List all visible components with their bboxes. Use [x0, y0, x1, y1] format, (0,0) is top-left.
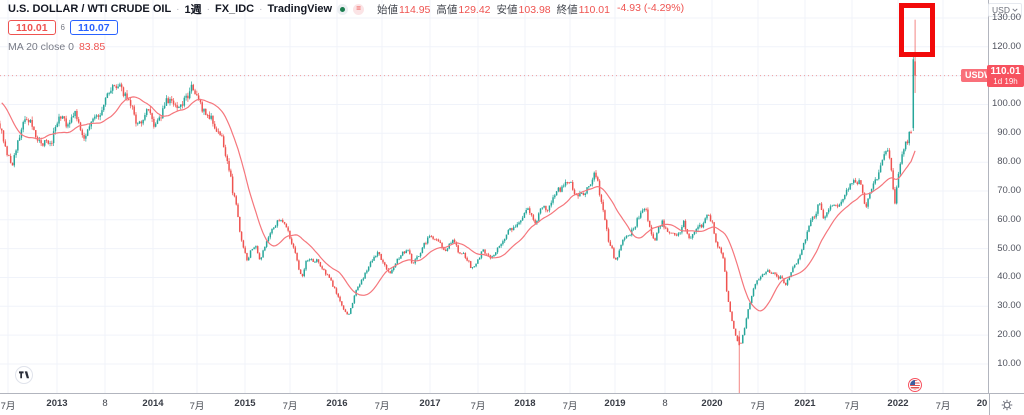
candlestick-chart [0, 0, 988, 393]
open-value: 114.95 [399, 3, 431, 16]
price-tick: 40.00 [997, 271, 1021, 282]
symbol-price-label: USDWTI [961, 69, 988, 82]
time-tick: 7月 [0, 401, 16, 412]
tv-logo-icon [18, 371, 29, 379]
price-axis[interactable]: USD 130.00 120.00 100.00 90.00 80.00 70.00 60.… [987, 0, 1024, 393]
time-tick: 2017 [419, 398, 441, 409]
time-tick: 7月 [189, 401, 205, 412]
chevron-down-icon [1012, 8, 1018, 12]
bid-button[interactable]: 110.01 [8, 20, 56, 35]
ohlc-readout: 始値114.95 高値129.42 安値103.98 終値110.01 -4.9… [377, 2, 684, 17]
gear-icon[interactable] [1001, 399, 1013, 411]
time-tick: 7月 [374, 401, 390, 412]
delayed-data-icon[interactable]: = [353, 3, 365, 15]
currency-label: USD [992, 5, 1010, 15]
price-tick: 20.00 [997, 329, 1021, 340]
last-price-tag: 110.01 1d 19h [987, 65, 1024, 87]
low-value: 103.98 [518, 3, 551, 16]
time-axis[interactable]: 7月 2013 8 2014 7月 2015 7月 2016 7月 2017 7月 2018 7月 201… [0, 393, 1024, 415]
price-tick: 120.00 [991, 41, 1021, 52]
time-tick: 7月 [844, 401, 860, 412]
market-status-icon[interactable] [337, 3, 349, 15]
time-tick: 2016 [326, 398, 348, 409]
price-tick: 90.00 [997, 127, 1021, 138]
time-tick: 7月 [935, 401, 951, 412]
price-tick: 50.00 [997, 243, 1021, 254]
time-tick: 8 [662, 398, 668, 409]
time-tick: 7月 [562, 401, 578, 412]
time-tick: 8 [102, 398, 108, 409]
separator: · [259, 3, 263, 15]
symbol-title[interactable]: U.S. DOLLAR / WTI CRUDE OIL [8, 3, 172, 15]
price-tick: 100.00 [991, 98, 1021, 109]
green-dot-icon [340, 6, 346, 12]
time-tick: 2014 [142, 398, 164, 409]
annotation-rectangle[interactable] [899, 3, 935, 57]
high-label: 高値 [436, 3, 458, 16]
time-tick: 7月 [282, 401, 298, 412]
time-tick: 2020 [701, 398, 723, 409]
tradingview-logo-watermark[interactable] [15, 366, 33, 384]
time-tick: 2019 [604, 398, 626, 409]
time-tick: 2013 [46, 398, 68, 409]
chart-pane[interactable]: USDWTI U.S. DOLLAR / WTI CRUDE OIL · 1週 … [0, 0, 988, 393]
price-tick: 10.00 [997, 358, 1021, 369]
price-tick: 70.00 [997, 185, 1021, 196]
close-label: 終値 [556, 3, 578, 16]
ma-value: 83.85 [78, 41, 106, 53]
price-tick: 60.00 [997, 214, 1021, 225]
separator: · [176, 3, 180, 15]
low-label: 安値 [496, 3, 518, 16]
ma-indicator-legend[interactable]: MA 20 close 0 83.85 [8, 41, 684, 53]
time-tick: 2022 [887, 398, 909, 409]
price-tick: 130.00 [991, 12, 1021, 23]
time-tick: 2021 [794, 398, 816, 409]
us-flag-event-icon[interactable] [908, 378, 922, 392]
ask-button[interactable]: 110.07 [70, 20, 118, 35]
time-tick: 7月 [470, 401, 486, 412]
interval-label[interactable]: 1週 [184, 4, 202, 16]
time-tick: 2015 [234, 398, 256, 409]
last-price-value: 110.01 [990, 66, 1021, 77]
time-tick: 7月 [750, 401, 766, 412]
separator: · [206, 3, 210, 15]
time-tick: 2018 [514, 398, 536, 409]
exchange-label[interactable]: FX_IDC [214, 3, 255, 15]
spread-value: 6 [60, 23, 65, 32]
price-tick: 30.00 [997, 300, 1021, 311]
flag-stripes [910, 380, 920, 390]
high-value: 129.42 [458, 3, 491, 16]
axis-settings-corner [989, 394, 1024, 415]
currency-dropdown[interactable]: USD [988, 3, 1022, 17]
change-value: -4.93 (-4.29%) [616, 1, 685, 14]
legend: U.S. DOLLAR / WTI CRUDE OIL · 1週 · FX_ID… [8, 2, 684, 53]
ma-label: MA 20 close 0 [8, 41, 74, 53]
price-tick: 80.00 [997, 156, 1021, 167]
flag-canton [910, 380, 915, 385]
bar-countdown: 1d 19h [993, 77, 1018, 86]
time-tick: 20 [976, 398, 988, 409]
brand-link[interactable]: TradingView [267, 3, 333, 15]
close-value: 110.01 [578, 3, 610, 16]
open-label: 始値 [377, 3, 399, 16]
